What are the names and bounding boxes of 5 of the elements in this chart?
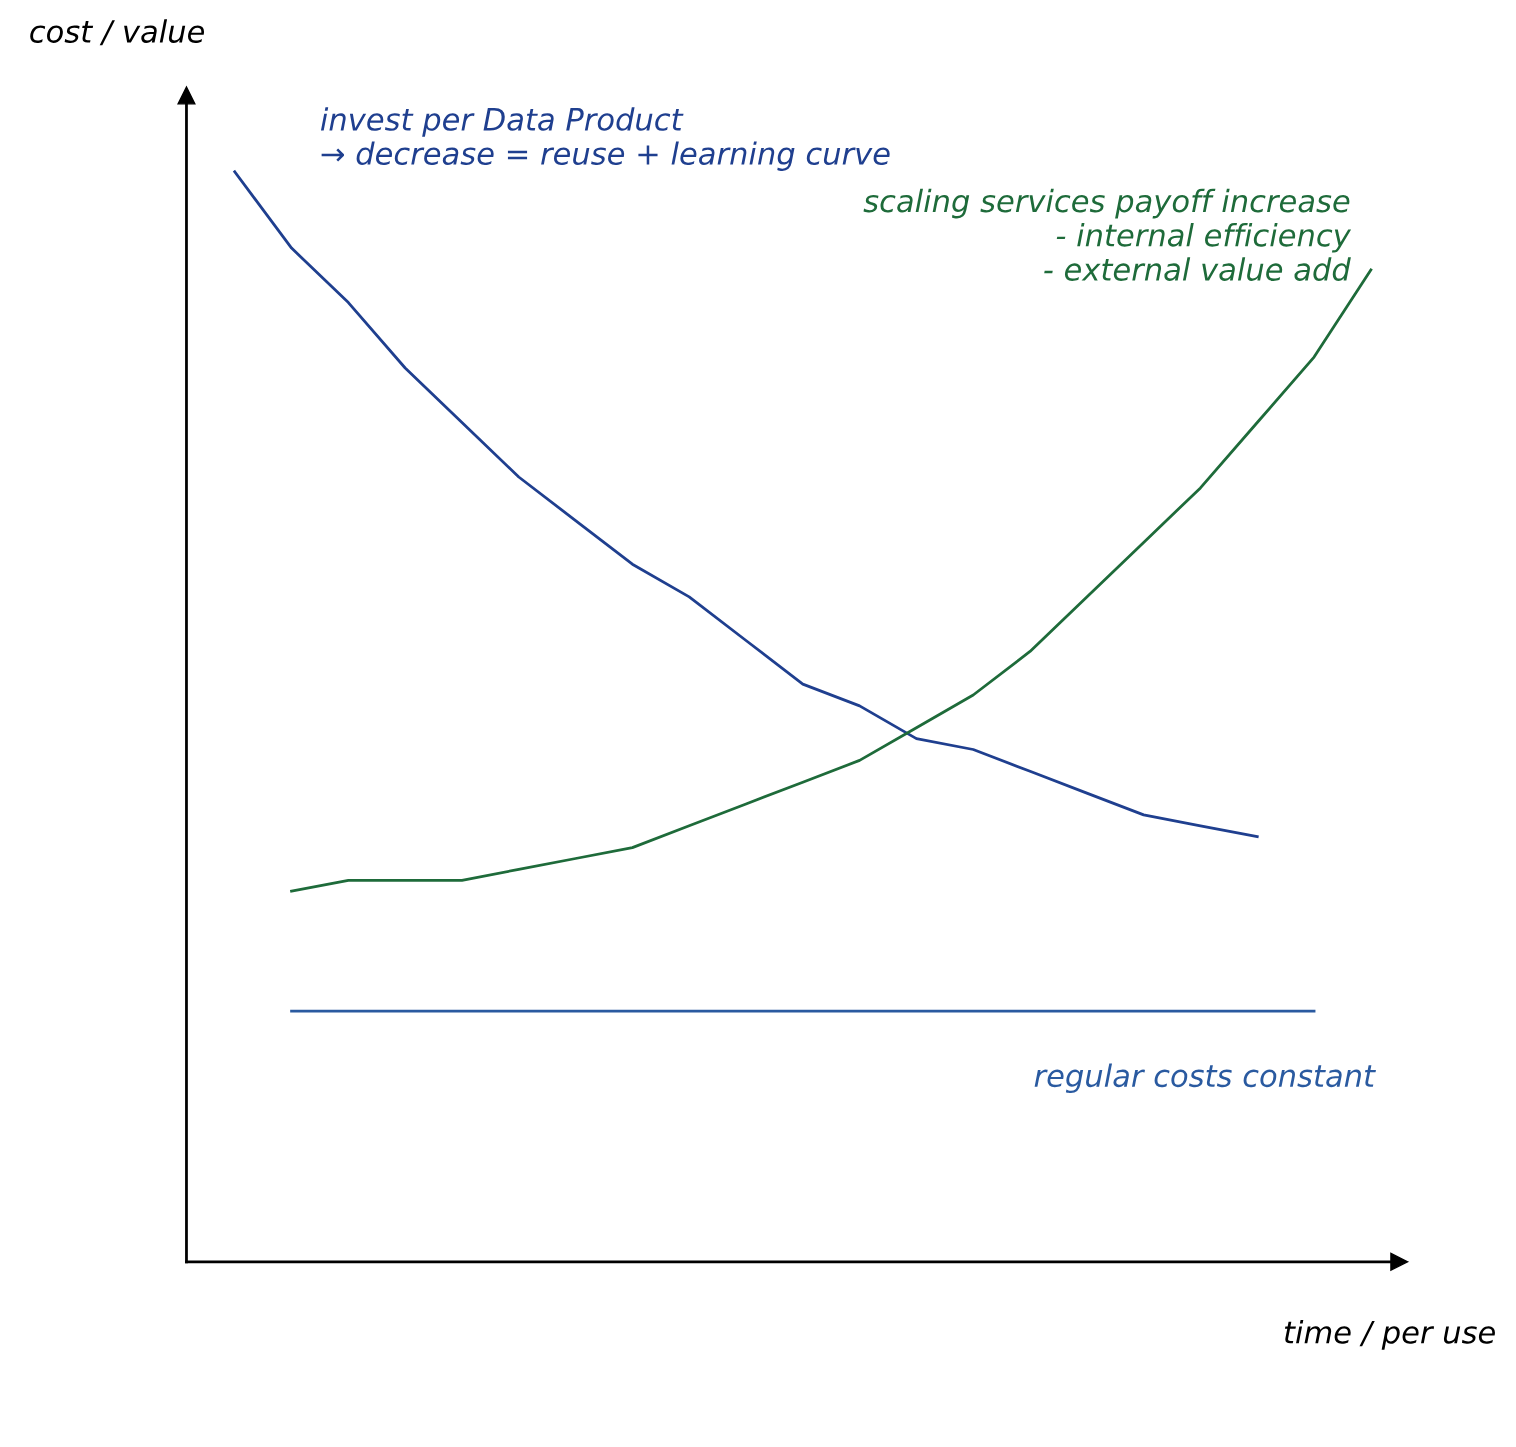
text: invest per Data Product → decrease = reuse + learning curve <box>320 107 890 171</box>
y-axis-title: cost / value <box>30 19 205 46</box>
x-axis-title: time / per use <box>1284 1320 1495 1350</box>
annotation: scaling services payoff increase - internal efficiency - external value add <box>863 188 1352 281</box>
annotation: regular costs constant <box>1034 1063 1376 1094</box>
